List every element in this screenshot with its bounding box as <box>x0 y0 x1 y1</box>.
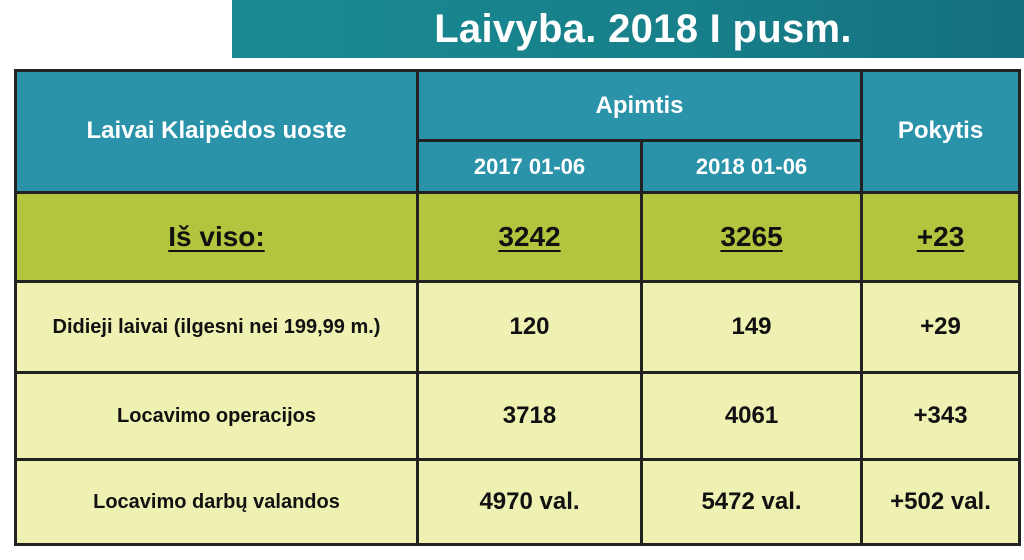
table-row: Locavimo operacijos 3718 4061 +343 <box>14 370 1022 462</box>
row-value-2018: 5472 val. <box>639 458 864 546</box>
total-2017: 3242 <box>498 221 561 253</box>
table-row: Locavimo darbų valandos 4970 val. 5472 v… <box>14 458 1022 546</box>
header-change: Pokytis <box>860 69 1022 194</box>
header-row-sub: 2017 01-06 2018 01-06 <box>16 139 1020 194</box>
total-row: Iš viso: 3242 3265 +23 <box>14 190 1022 284</box>
table-row: Didieji laivai (ilgesni nei 199,99 m.) 1… <box>14 280 1022 374</box>
header-group-apimtis: Apimtis <box>415 68 864 143</box>
header-col-label: Laivai Klaipėdos uoste <box>14 69 419 194</box>
total-label: Iš viso: <box>168 221 265 253</box>
total-change: +23 <box>916 221 965 253</box>
total-2018-cell: 3265 <box>639 190 864 284</box>
total-2018: 3265 <box>720 221 783 253</box>
total-change-cell: +23 <box>860 190 1022 284</box>
row-change: +502 val. <box>860 458 1022 546</box>
header-period-2018: 2018 01-06 <box>639 139 864 194</box>
row-change: +29 <box>860 280 1022 374</box>
total-label-cell: Iš viso: <box>14 190 419 284</box>
row-value-2017: 120 <box>416 280 643 374</box>
header-period-2017: 2017 01-06 <box>416 139 643 194</box>
page-title: Laivyba. 2018 I pusm. <box>434 6 852 51</box>
row-value-2017: 3718 <box>416 370 643 462</box>
row-label: Didieji laivai (ilgesni nei 199,99 m.) <box>14 280 419 374</box>
page-title-bar: Laivyba. 2018 I pusm. <box>232 0 1024 58</box>
row-value-2018: 149 <box>639 280 864 374</box>
total-2017-cell: 3242 <box>416 190 643 284</box>
row-value-2018: 4061 <box>639 370 864 462</box>
row-change: +343 <box>860 370 1022 462</box>
shipping-table: Laivai Klaipėdos uoste Apimtis Pokytis 2… <box>14 68 1022 546</box>
header-row-top: Laivai Klaipėdos uoste Apimtis Pokytis <box>14 68 1022 194</box>
row-value-2017: 4970 val. <box>416 458 643 546</box>
row-label: Locavimo darbų valandos <box>14 458 419 546</box>
row-label: Locavimo operacijos <box>14 370 419 462</box>
